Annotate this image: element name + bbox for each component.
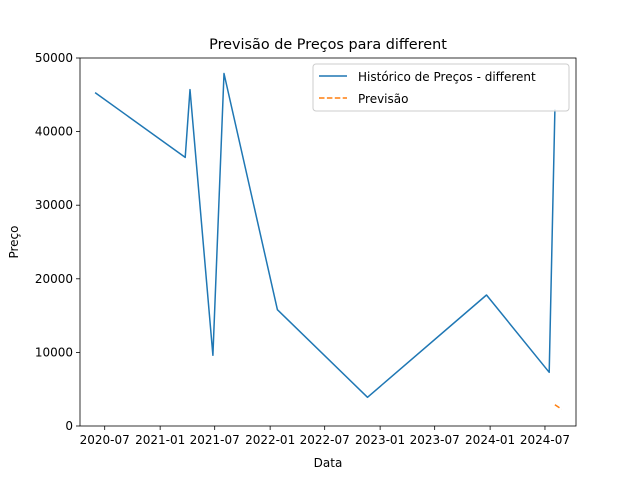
y-tick-label: 30000 [35, 198, 73, 212]
y-tick-label: 0 [65, 419, 73, 433]
legend-box [312, 63, 570, 112]
legend: Histórico de Preços - different Previsão [312, 63, 570, 112]
y-axis-label: Preço [7, 225, 21, 258]
x-tick-label: 2021-01 [135, 433, 185, 447]
series-line-1 [554, 404, 562, 410]
x-tick-label: 2024-01 [465, 433, 515, 447]
x-tick-label: 2020-07 [80, 433, 130, 447]
series-line-0 [94, 72, 556, 399]
legend-label-historico: Histórico de Preços - different [358, 70, 536, 84]
x-axis-label: Data [314, 456, 343, 470]
x-tick-label: 2022-07 [300, 433, 350, 447]
x-tick-label: 2023-07 [410, 433, 460, 447]
x-tick-label: 2024-07 [520, 433, 570, 447]
x-tick-label: 2023-01 [355, 433, 405, 447]
x-tick-label: 2021-07 [190, 433, 240, 447]
chart-title: Previsão de Preços para different [209, 37, 447, 53]
y-tick-label: 20000 [35, 272, 73, 286]
y-tick-label: 10000 [35, 345, 73, 359]
y-tick-label: 40000 [35, 125, 73, 139]
legend-label-previsao: Previsão [358, 92, 408, 106]
plot-area [94, 72, 562, 410]
axes: 2020-07 2021-01 2021-07 2022-01 2022-07 2023-… [35, 51, 570, 447]
plot-frame [79, 57, 577, 427]
x-tick-label: 2022-01 [245, 433, 295, 447]
y-tick-label: 50000 [35, 51, 73, 65]
